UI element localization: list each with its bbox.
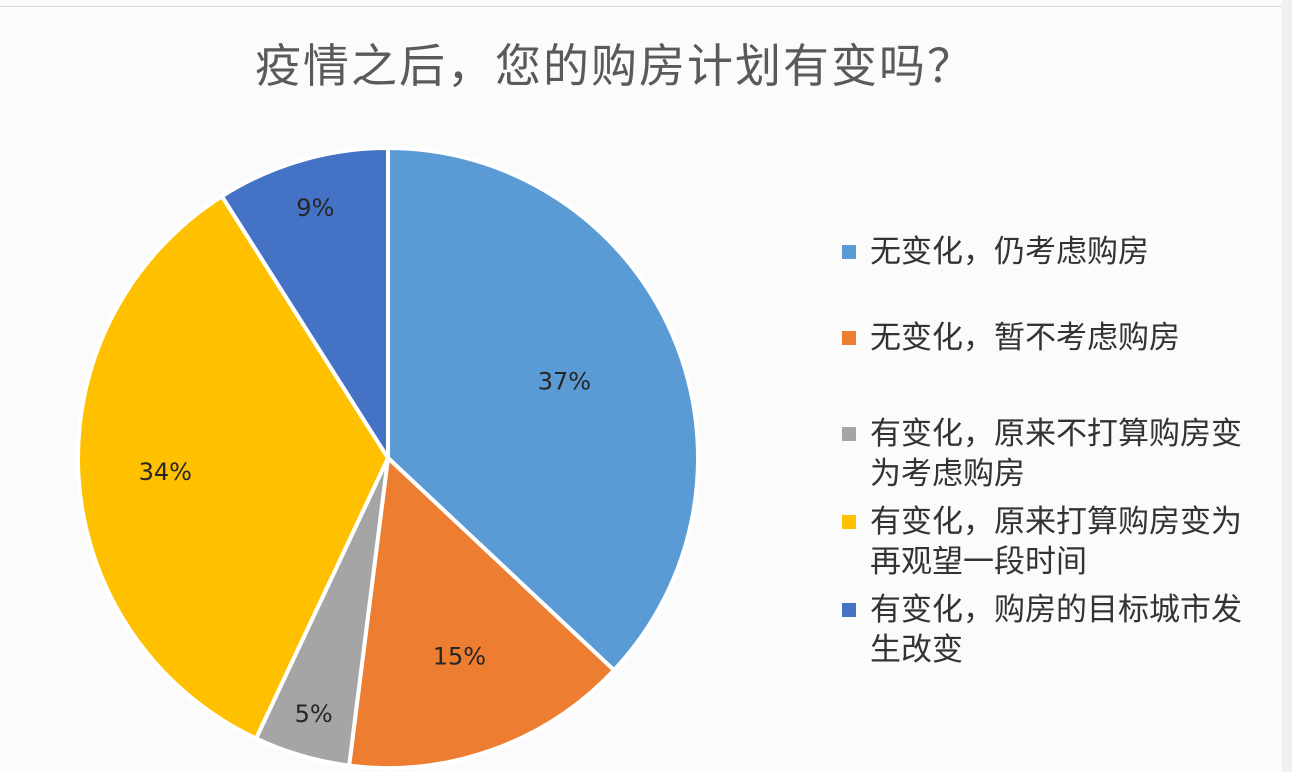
legend-line: 生改变 [870, 632, 963, 668]
chart-title: 疫情之后，您的购房计划有变吗？ [255, 39, 975, 93]
legend-line: 有变化，原来打算购房变为 [870, 504, 1242, 540]
legend-line: 无变化，仍考虑购房 [870, 234, 1149, 270]
legend-swatch [842, 427, 856, 441]
legend-line: 无变化，暂不考虑购房 [870, 320, 1180, 356]
pie-slice [347, 456, 616, 770]
legend-swatch [842, 331, 856, 345]
slice-data-label: 5% [295, 700, 333, 728]
pie-slice [76, 194, 390, 741]
legend-label: 无变化，暂不考虑购房 [870, 318, 1280, 358]
legend-label: 有变化，原来打算购房变为 再观望一段时间 [870, 502, 1280, 582]
legend-swatch [842, 515, 856, 529]
slice-data-label: 15% [433, 642, 486, 670]
slice-data-label: 9% [296, 194, 334, 222]
slice-data-label: 37% [538, 368, 591, 396]
top-divider [0, 6, 1292, 7]
legend-line: 再观望一段时间 [870, 544, 1087, 580]
legend-label: 有变化，购房的目标城市发 生改变 [870, 590, 1280, 670]
legend-swatch [842, 245, 856, 259]
legend-line: 为考虑购房 [870, 456, 1025, 492]
pie-slice [386, 146, 700, 673]
legend-line: 有变化，原来不打算购房变 [870, 416, 1242, 452]
legend-swatch [842, 603, 856, 617]
pie-slice [219, 146, 390, 460]
legend-label: 有变化，原来不打算购房变 为考虑购房 [870, 414, 1280, 494]
slice-data-label: 34% [139, 458, 192, 486]
legend-line: 有变化，购房的目标城市发 [870, 592, 1242, 628]
right-edge [1282, 0, 1292, 772]
legend-label: 无变化，仍考虑购房 [870, 232, 1280, 272]
